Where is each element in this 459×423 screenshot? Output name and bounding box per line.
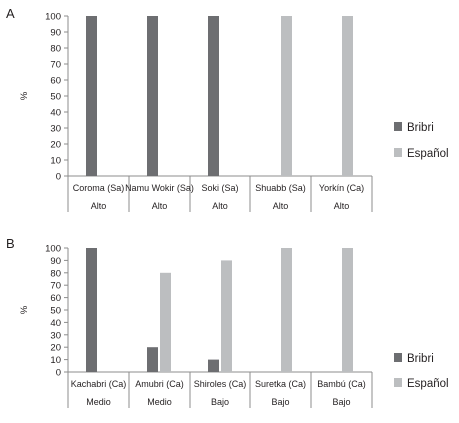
- category-label: Amubri (Ca): [135, 379, 184, 389]
- category-sublabel: Alto: [91, 201, 107, 211]
- category-label: Shiroles (Ca): [194, 379, 247, 389]
- category-label: Suretka (Ca): [255, 379, 306, 389]
- y-tick-label: 100: [45, 244, 61, 255]
- y-tick-label: 0: [56, 172, 61, 183]
- category-sublabel: Medio: [147, 397, 172, 407]
- bar-espaol: [281, 16, 292, 176]
- category-sublabel: Bajo: [332, 397, 350, 407]
- legend-label: Bribri: [407, 122, 434, 134]
- y-tick-label: 0: [56, 368, 61, 379]
- panel-a: A% 0 10 20 30 40 50 60 70 80 90 100 Coroma (Sa) Alto N…: [6, 6, 449, 212]
- category-sublabel: Alto: [334, 201, 350, 211]
- y-tick-label: 30: [50, 124, 61, 135]
- legend-swatch: [394, 122, 402, 131]
- y-tick-label: 70: [50, 60, 61, 71]
- category-sublabel: Alto: [273, 201, 289, 211]
- category-label: Bambú (Ca): [317, 379, 366, 389]
- legend-swatch: [394, 378, 402, 387]
- bar-espaol: [281, 248, 292, 372]
- panel-label: A: [6, 6, 15, 21]
- y-tick-label: 50: [50, 92, 61, 103]
- category-label: Coroma (Sa): [73, 183, 125, 193]
- y-tick-label: 20: [50, 343, 61, 354]
- bar-bribri: [147, 16, 158, 176]
- category-sublabel: Alto: [212, 201, 228, 211]
- y-tick-label: 60: [50, 76, 61, 87]
- legend-label: Español: [407, 148, 449, 160]
- legend-label: Español: [407, 378, 449, 390]
- category-sublabel: Medio: [86, 397, 111, 407]
- y-tick-label: 40: [50, 318, 61, 329]
- legend-label: Bribri: [407, 353, 434, 365]
- category-label: Shuabb (Sa): [255, 183, 306, 193]
- y-tick-label: 90: [50, 256, 61, 267]
- bar-bribri: [208, 16, 219, 176]
- bar-bribri: [86, 248, 97, 372]
- y-tick-label: 50: [50, 306, 61, 317]
- y-tick-label: 30: [50, 330, 61, 341]
- category-label: Kachabri (Ca): [71, 379, 127, 389]
- bar-bribri: [86, 16, 97, 176]
- legend-swatch: [394, 353, 402, 362]
- bar-bribri: [147, 347, 158, 372]
- y-tick-label: 90: [50, 28, 61, 39]
- y-tick-label: 80: [50, 268, 61, 279]
- bar-espaol: [342, 16, 353, 176]
- category-label: Yorkín (Ca): [319, 183, 364, 193]
- y-tick-label: 60: [50, 293, 61, 304]
- y-axis-label: %: [19, 305, 30, 314]
- bar-espaol: [342, 248, 353, 372]
- y-tick-label: 10: [50, 355, 61, 366]
- y-tick-label: 10: [50, 156, 61, 167]
- category-sublabel: Alto: [152, 201, 168, 211]
- y-tick-label: 100: [45, 12, 61, 23]
- y-tick-label: 70: [50, 281, 61, 292]
- bar-espaol: [221, 260, 232, 372]
- category-sublabel: Bajo: [211, 397, 229, 407]
- y-tick-label: 40: [50, 108, 61, 119]
- y-axis-label: %: [19, 91, 30, 100]
- category-sublabel: Bajo: [271, 397, 289, 407]
- panel-label: B: [6, 236, 15, 251]
- bar-espaol: [160, 272, 171, 372]
- legend-swatch: [394, 148, 402, 157]
- y-tick-label: 80: [50, 44, 61, 55]
- category-label: Namu Wokir (Sa): [125, 183, 194, 193]
- y-tick-label: 20: [50, 140, 61, 151]
- bar-bribri: [208, 359, 219, 372]
- category-label: Soki (Sa): [201, 183, 238, 193]
